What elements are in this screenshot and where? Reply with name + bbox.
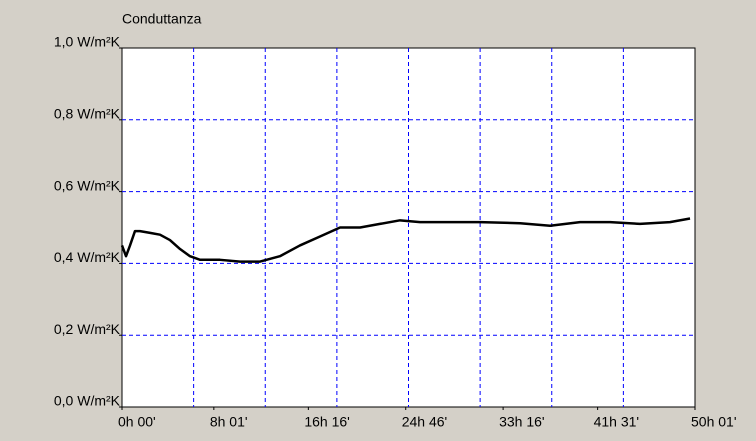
y-tick-label: 0,4 W/m²K: [54, 249, 121, 265]
chart-title: Conduttanza: [122, 11, 202, 27]
y-tick-label: 0,2 W/m²K: [54, 321, 121, 337]
x-tick-label: 0h 00': [118, 414, 156, 430]
x-tick-label: 41h 31': [594, 414, 640, 430]
y-tick-label: 0,8 W/m²K: [54, 106, 121, 122]
y-tick-label: 0,0 W/m²K: [54, 393, 121, 409]
data-line: [120, 217, 691, 263]
x-tick-label: 16h 16': [304, 414, 350, 430]
x-tick-label: 8h 01': [210, 414, 248, 430]
x-tick-label: 33h 16': [499, 414, 545, 430]
plot-area: [121, 47, 696, 408]
y-tick-label: 0,6 W/m²K: [54, 177, 121, 193]
x-tick-label: 24h 46': [402, 414, 448, 430]
y-tick-label: 1,0 W/m²K: [54, 34, 121, 50]
x-tick-label: 50h 01': [691, 414, 737, 430]
